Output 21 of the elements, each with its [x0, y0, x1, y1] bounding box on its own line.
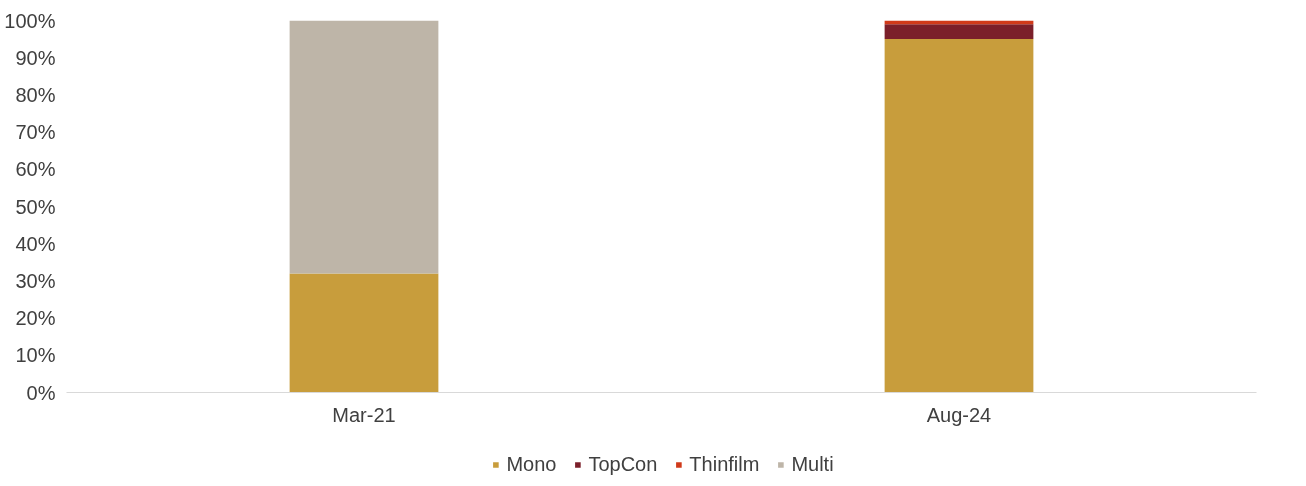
y-tick-label: 70% — [15, 121, 56, 144]
bar — [884, 39, 1034, 393]
bar — [289, 20, 439, 274]
x-tick-label: Mar-21 — [332, 403, 396, 426]
y-tick-label: 100% — [4, 9, 56, 32]
y-tick-label: 50% — [15, 195, 56, 218]
bar — [884, 24, 1034, 40]
y-tick-label: 20% — [15, 307, 56, 330]
x-tick-label: Aug-24 — [926, 403, 992, 426]
bar — [289, 273, 439, 393]
legend-label: TopCon — [588, 452, 658, 476]
y-tick-label: 40% — [15, 232, 56, 255]
legend-label: Multi — [791, 452, 834, 476]
y-tick-label: 30% — [15, 269, 56, 292]
y-tick-label: 10% — [15, 344, 56, 367]
y-tick-label: 80% — [15, 83, 56, 106]
legend-label: Thinfilm — [689, 452, 760, 476]
y-tick-label: 90% — [15, 46, 56, 69]
legend-label: Mono — [506, 452, 557, 476]
y-tick-label: 0% — [26, 381, 56, 404]
y-tick-label: 60% — [15, 158, 56, 181]
